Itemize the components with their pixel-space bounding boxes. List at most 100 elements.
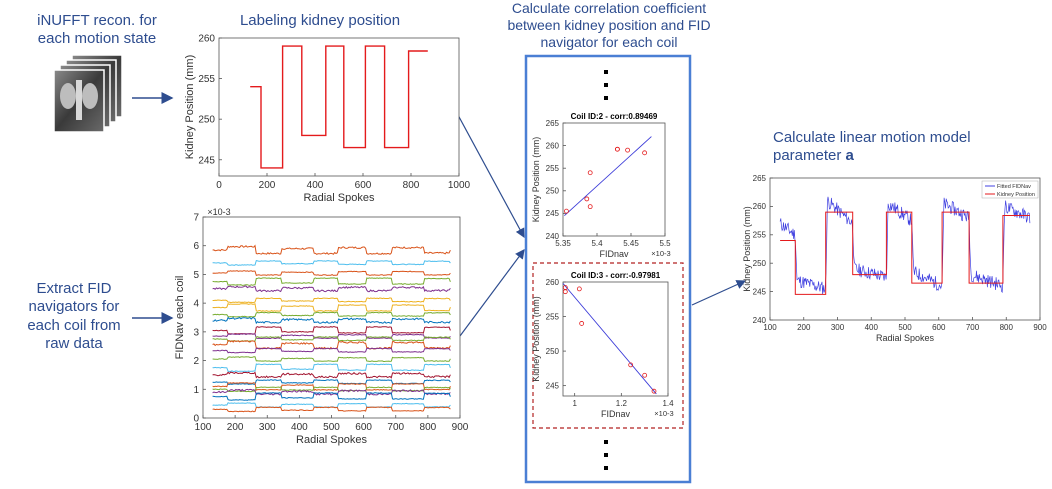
x-axis-label: Radial Spokes <box>304 192 375 204</box>
x-tick-label: 500 <box>323 422 340 433</box>
y-tick-label: 2 <box>193 356 199 367</box>
x-tick-label: 1000 <box>448 180 471 191</box>
correlation-panel <box>524 54 692 484</box>
arrow-label-to-corr <box>457 114 525 239</box>
y-tick-label: 250 <box>198 115 215 126</box>
x-tick-label: 700 <box>387 422 404 433</box>
label-correlation: Calculate correlation coefficient betwee… <box>507 0 711 51</box>
x-tick-label: 1.4 <box>662 399 674 408</box>
x-exponent-label: ×10-3 <box>654 409 673 418</box>
y-tick-label: 7 <box>193 213 199 224</box>
data-point <box>587 204 593 210</box>
chart-title: Coil ID:2 - corr:0.89469 <box>571 112 658 121</box>
label-extract: Extract FID navigators for each coil fro… <box>27 280 121 352</box>
x-tick-label: 600 <box>355 422 372 433</box>
y-tick-label: 260 <box>546 278 560 287</box>
y-tick-label: 260 <box>198 34 215 45</box>
fidnav-coil-line <box>212 303 451 312</box>
data-point <box>615 146 620 152</box>
chart-legend: Fitted FIDNav Kidney Position <box>981 180 1039 199</box>
x-tick-label: 900 <box>452 422 469 433</box>
fidnav-coil-line <box>212 311 451 318</box>
x-tick-label: 1.2 <box>616 399 628 408</box>
x-tick-label: 5.35 <box>555 239 571 248</box>
y-tick-label: 255 <box>546 312 560 321</box>
y-exponent-label: ×10-3 <box>207 207 230 217</box>
y-tick-label: 240 <box>753 316 767 325</box>
y-tick-label: 245 <box>753 287 767 296</box>
y-tick-label: 255 <box>546 164 560 173</box>
ellipsis-top <box>604 70 608 100</box>
data-point <box>579 321 585 326</box>
x-tick-label: 300 <box>259 422 276 433</box>
x-axis-label: FIDnav <box>599 249 629 259</box>
x-tick-label: 200 <box>259 180 276 191</box>
legend-box <box>981 180 1039 199</box>
x-tick-label: 800 <box>420 422 437 433</box>
x-tick-label: 400 <box>865 323 879 332</box>
data-point <box>642 372 648 378</box>
fidnav-coil-line <box>212 406 451 413</box>
fidnav-chart: 100 200 300 400 500 600 700 800 900 0 1 2 3 4 5 6 7 Radia… <box>174 207 469 446</box>
plot-frame <box>562 281 669 397</box>
data-point <box>576 286 582 292</box>
y-tick-label: 265 <box>546 119 560 128</box>
data-point <box>564 208 569 214</box>
x-tick-label: 1 <box>572 399 577 408</box>
x-tick-label: 800 <box>1000 323 1014 332</box>
data-point <box>628 362 634 368</box>
label-linear-model: Calculate linear motion model parameter … <box>773 129 973 166</box>
fit-line <box>564 136 652 216</box>
x-tick-label: 700 <box>966 323 980 332</box>
x-tick-label: 900 <box>1033 323 1047 332</box>
label-linear-model-param: a <box>845 147 854 165</box>
y-tick-label: 240 <box>546 232 560 241</box>
arrow-corr-to-model <box>691 280 747 306</box>
plot-frame <box>218 37 460 177</box>
linear-model-chart: 100 200 300 400 500 600 700 800 900 240 245 250 255 2… <box>742 174 1047 343</box>
y-tick-label: 245 <box>546 381 560 390</box>
coil3-scatter-chart: 1 1.2 1.4 245 250 255 260 FIDnav Kidney Position… <box>531 271 674 419</box>
data-point <box>562 289 568 295</box>
mri-image-stack <box>53 54 123 133</box>
x-exponent-label: ×10-3 <box>651 249 670 258</box>
y-tick-label: 260 <box>753 202 767 211</box>
coil3-highlight-box <box>532 262 684 429</box>
y-tick-label: 1 <box>193 385 199 396</box>
x-tick-label: 400 <box>291 422 308 433</box>
coil2-scatter-chart: 5.35 5.4 5.45 5.5 240 245 250 255 260 265 FIDnav Ki… <box>531 112 671 259</box>
legend-label-fitted: Fitted FIDNav <box>997 184 1031 190</box>
x-axis-label: Radial Spokes <box>876 333 935 343</box>
fidnav-coil-line <box>212 244 451 255</box>
y-tick-label: 245 <box>198 155 215 166</box>
x-tick-label: 500 <box>898 323 912 332</box>
y-tick-label: 3 <box>193 327 199 338</box>
x-tick-label: 800 <box>403 180 420 191</box>
fidnav-coil-line <box>212 356 451 363</box>
y-tick-label: 260 <box>546 141 560 150</box>
y-tick-label: 0 <box>193 414 199 425</box>
x-axis-label: FIDnav <box>601 409 631 419</box>
data-point <box>587 170 593 176</box>
y-axis-label: Kidney Position (mm) <box>531 137 541 223</box>
fidnav-coil-line <box>212 285 451 293</box>
ellipsis-bottom <box>604 440 608 470</box>
fitted-fidnav-line <box>779 196 1031 295</box>
data-point <box>625 147 630 153</box>
fidnav-coil-line <box>212 371 451 379</box>
y-axis-label: FIDNav each coil <box>174 276 186 360</box>
plot-frame <box>769 177 1041 321</box>
fidnav-coil-line <box>212 339 451 350</box>
fidnav-coil-line <box>212 316 451 325</box>
fidnav-coil-line <box>212 382 451 391</box>
x-tick-label: 5.45 <box>623 239 639 248</box>
x-tick-label: 5.5 <box>659 239 671 248</box>
x-tick-label: 100 <box>195 422 212 433</box>
x-axis-label: Radial Spokes <box>296 434 367 446</box>
fidnav-coil-line <box>212 347 451 354</box>
data-point <box>584 196 590 202</box>
data-point <box>651 388 657 394</box>
y-tick-label: 250 <box>546 187 560 196</box>
legend-label-kidney: Kidney Position <box>997 192 1035 198</box>
fidnav-coil-line <box>212 297 451 304</box>
